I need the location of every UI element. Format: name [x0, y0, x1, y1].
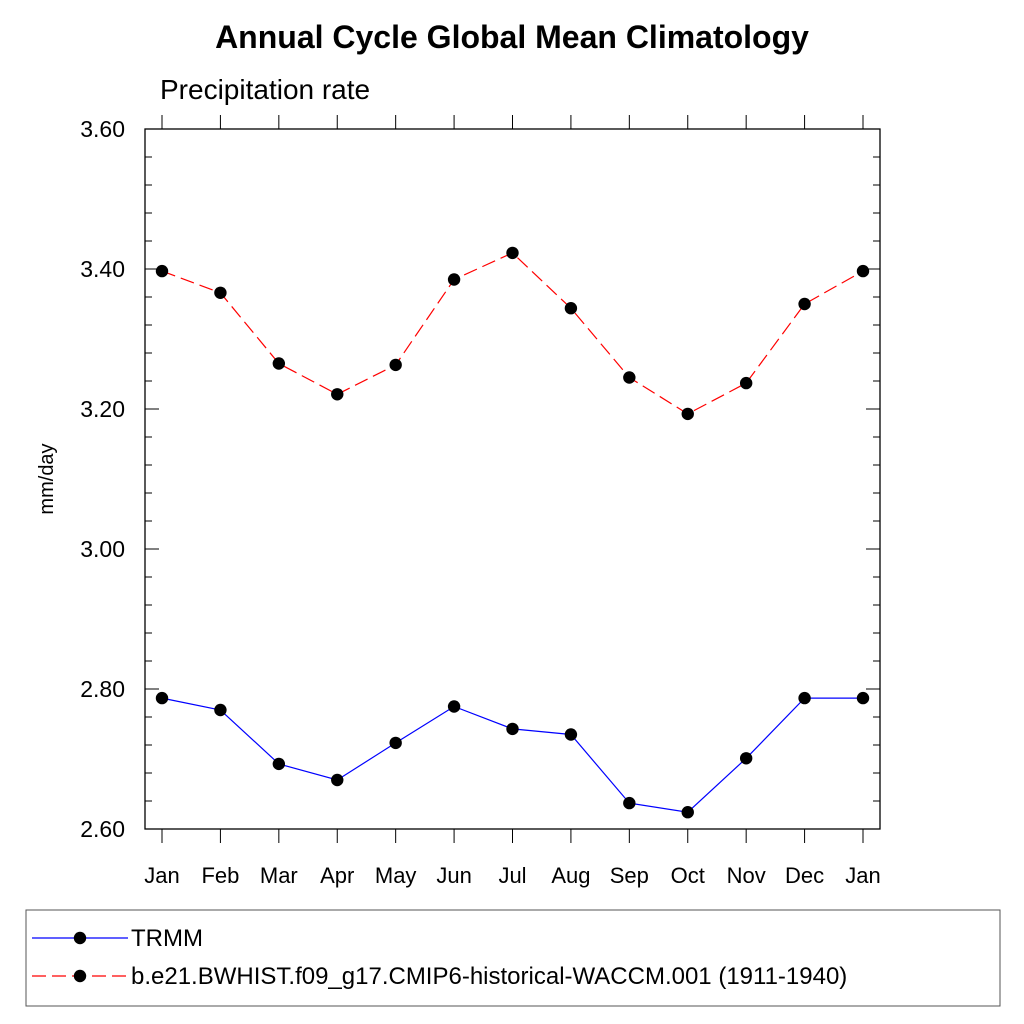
series-line: [161, 697, 863, 813]
legend-item: b.e21.BWHIST.f09_g17.CMIP6-historical-WA…: [32, 963, 847, 990]
x-tick-label: Apr: [320, 863, 354, 888]
data-point: [155, 691, 169, 705]
data-point: [447, 700, 461, 713]
data-point: [798, 691, 811, 705]
data-point: [681, 806, 694, 819]
data-point: [623, 796, 636, 810]
legend-label: TRMM: [131, 925, 203, 952]
data-point: [272, 357, 286, 370]
x-tick-label: Aug: [551, 863, 590, 888]
data-point: [739, 752, 753, 765]
data-point: [331, 388, 344, 401]
x-tick-label: Oct: [671, 863, 705, 888]
x-tick-label: Jul: [498, 863, 526, 888]
x-tick-label: Nov: [727, 863, 766, 888]
data-point: [856, 264, 870, 278]
x-tick-label: Jan: [144, 863, 179, 888]
x-tick-label: Mar: [260, 863, 298, 888]
series-0: [155, 691, 870, 819]
data-point: [447, 273, 461, 286]
series-line: [161, 252, 864, 415]
x-tick-label: Dec: [785, 863, 824, 888]
legend-marker: [73, 969, 87, 983]
y-tick-label: 3.00: [80, 536, 125, 562]
data-point: [272, 757, 286, 771]
x-tick-labels: Jan Feb Mar Apr May Jun Jul Aug Sep Oct Nov Dec Jan: [144, 863, 880, 888]
data-point: [681, 407, 694, 421]
y-tick-labels: 2.60 2.80 3.00 3.20 3.40 3.60: [80, 116, 125, 842]
x-tick-label: May: [375, 863, 417, 888]
y-tick-label: 3.40: [80, 256, 125, 282]
data-point: [214, 286, 227, 299]
data-point: [155, 264, 169, 278]
legend-label: b.e21.BWHIST.f09_g17.CMIP6-historical-WA…: [131, 963, 847, 990]
data-point: [506, 722, 519, 736]
legend: TRMM b.e21.BWHIST.f09_g17.CMIP6-historica…: [25, 909, 1001, 1007]
data-point: [856, 691, 870, 705]
y-tick-label: 2.80: [80, 676, 125, 702]
legend-box: [25, 909, 1001, 1007]
x-tick-label: Feb: [201, 863, 239, 888]
x-tick-label: Jan: [845, 863, 880, 888]
axis-ticks: [145, 115, 880, 843]
legend-marker: [73, 931, 87, 945]
data-point: [389, 358, 402, 372]
data-point: [623, 371, 636, 384]
data-point: [331, 773, 344, 787]
legend-item: TRMM: [32, 925, 203, 952]
data-point: [798, 297, 811, 311]
y-axis-label: mm/day: [36, 443, 58, 514]
data-point: [564, 728, 578, 741]
data-point: [214, 703, 227, 717]
chart-title: Annual Cycle Global Mean Climatology: [215, 19, 809, 55]
y-tick-label: 3.20: [80, 396, 125, 422]
data-point: [389, 736, 402, 750]
data-point: [564, 302, 578, 315]
series-1: [155, 246, 870, 421]
data-point: [739, 376, 753, 390]
data-point: [506, 246, 519, 260]
x-tick-label: Jun: [436, 863, 471, 888]
x-tick-label: Sep: [610, 863, 649, 888]
chart-subtitle: Precipitation rate: [160, 74, 370, 105]
series-layer: [155, 246, 870, 819]
y-tick-label: 2.60: [80, 816, 125, 842]
y-tick-label: 3.60: [80, 116, 125, 142]
